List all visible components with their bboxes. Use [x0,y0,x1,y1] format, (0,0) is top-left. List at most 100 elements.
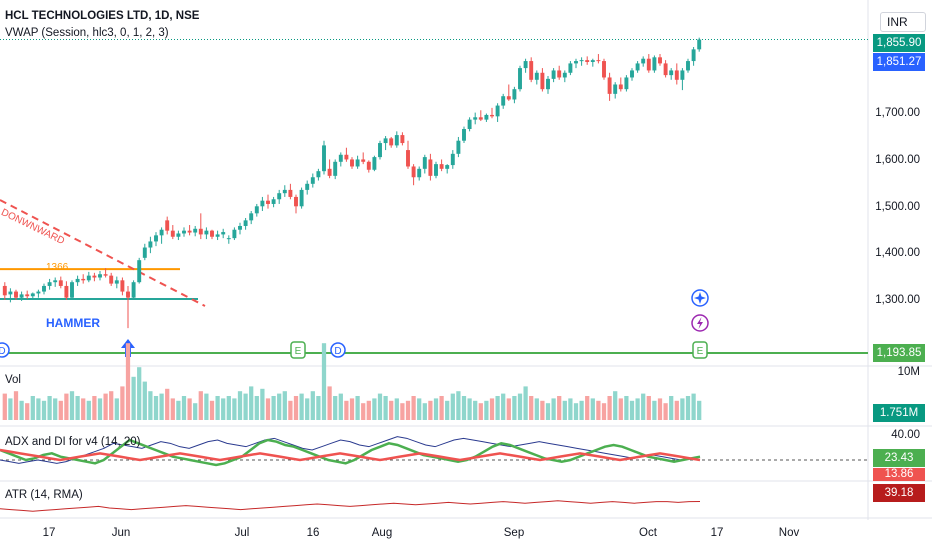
volume-bar-66 [372,398,377,420]
candle-body-11 [64,285,69,298]
atr-value-tag: 39.18 [873,484,925,502]
candle-body-102 [574,61,578,64]
candle-body-72 [406,150,410,167]
currency-label[interactable]: INR [880,12,926,32]
candle-body-100 [562,72,567,78]
candle-body-10 [58,280,63,286]
volume-bar-7 [41,400,47,420]
volume-bar-64 [361,403,366,420]
candle-body-66 [372,157,377,170]
candle-body-104 [585,60,590,63]
candle-body-17 [98,274,102,278]
volume-bar-109 [613,391,618,420]
volume-bar-70 [394,398,399,420]
candle-body-75 [422,157,427,169]
x-tick-sep: Sep [503,527,525,539]
volume-bar-4 [25,403,30,420]
vwap-legend[interactable]: VWAP (Session, hlc3, 0, 1, 2, 3) [5,27,169,39]
candle-body-57 [322,145,326,172]
volume-bar-16 [92,396,97,420]
candle-body-108 [607,77,612,94]
volume-bar-88 [495,396,500,420]
candle-body-46 [260,200,265,207]
candle-body-121 [680,70,685,80]
volume-bar-41 [232,398,237,420]
volume-bar-103 [579,400,584,420]
candle-body-23 [131,282,136,298]
volume-bar-81 [456,391,461,420]
candle-body-31 [176,233,181,237]
candle-body-84 [473,117,478,120]
lightning-icon [697,317,703,329]
volume-bar-112 [629,400,635,420]
candle-body-76 [428,159,433,176]
candle-body-35 [198,228,203,235]
candle-body-55 [310,177,315,184]
volume-bar-48 [271,396,276,420]
candle-body-20 [114,280,119,284]
candle-body-118 [663,63,668,76]
candle-body-52 [294,196,298,207]
event-marker-2[interactable]: D [330,342,346,358]
candle-body-67 [378,143,382,158]
volume-bar-111 [624,396,629,420]
candle-body-124 [697,39,702,50]
volume-bar-93 [523,386,528,420]
volume-bar-91 [512,396,517,420]
volume-bar-23 [131,376,136,420]
event-marker-0[interactable]: D [0,342,10,358]
volume-bar-24 [137,367,142,420]
candle-body-115 [646,58,651,71]
volume-bar-39 [221,398,226,420]
volume-bar-42 [237,391,243,420]
candle-body-18 [103,274,108,276]
volume-bar-5 [30,396,35,420]
volume-bar-108 [607,396,612,420]
candle-body-14 [81,278,86,281]
di-minus-line [0,448,701,462]
candle-body-39 [221,232,226,235]
candle-body-62 [350,159,354,167]
candle-body-95 [534,72,539,80]
volume-bar-65 [366,400,371,420]
volume-bar-12 [69,391,75,420]
candle-body-68 [383,138,388,144]
event-marker-1[interactable]: E [290,341,306,359]
event-marker-3[interactable]: E [692,341,708,359]
volume-bar-59 [333,396,338,420]
candle-body-83 [467,119,472,129]
volume-bar-120 [674,400,679,420]
volume-bar-26 [148,391,153,420]
y-tick-1700: 1,700.00 [875,107,920,119]
volume-bar-79 [445,400,450,420]
event-marker-letter-0: D [0,346,6,357]
x-tick-nov: Nov [778,527,800,539]
y-tick-1400: 1,400.00 [875,247,920,259]
volume-bar-92 [517,393,523,420]
volume-bar-0 [2,393,7,420]
volume-bar-68 [383,396,388,420]
candle-body-88 [495,105,500,117]
volume-bar-27 [153,396,159,420]
volume-bar-89 [501,393,506,420]
volume-pane-label[interactable]: Vol [5,374,21,386]
adx-pane-label[interactable]: ADX and DI for v4 (14, 20) [5,436,141,448]
candle-body-15 [86,275,91,281]
volume-bar-83 [467,398,472,420]
volume-bar-55 [310,391,315,420]
symbol-title[interactable]: HCL TECHNOLOGIES LTD, 1D, NSE [5,10,200,22]
event-marker-letter-2: D [334,346,341,357]
volume-bar-45 [254,396,259,420]
x-tick-17-oct: 17 [710,527,724,539]
volume-scale: 10M [897,366,920,378]
candle-body-87 [490,114,494,117]
volume-bar-17 [97,398,103,420]
candle-body-19 [109,275,114,284]
hammer-annotation: HAMMER [46,316,100,330]
candle-body-116 [652,57,657,71]
volume-bar-77 [433,398,439,420]
volume-bar-123 [691,393,696,420]
atr-pane-label[interactable]: ATR (14, RMA) [5,489,83,501]
volume-bar-124 [697,400,702,420]
